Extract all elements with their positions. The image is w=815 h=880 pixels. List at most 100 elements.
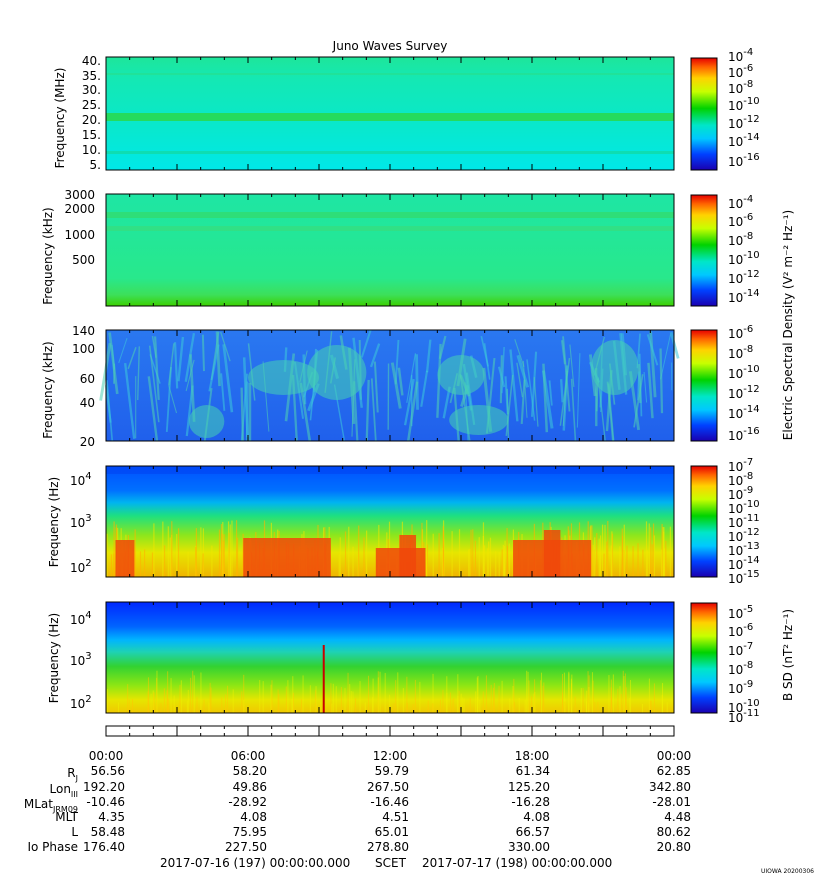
time-axis: 00:00 06:00 12:00 18:00 00:00 bbox=[89, 725, 691, 763]
emission-patch bbox=[591, 340, 639, 395]
svg-text:104: 104 bbox=[70, 610, 92, 627]
spectral-feature bbox=[299, 382, 312, 442]
colorbar-ticks-2: 10-4 10-6 10-8 10-10 10-12 10-14 bbox=[728, 194, 760, 305]
yticks-2: 3000 2000 1000 500 bbox=[64, 188, 95, 267]
intense-emission bbox=[115, 540, 135, 577]
spectral-feature bbox=[406, 381, 419, 442]
emission-patch bbox=[248, 360, 319, 395]
svg-text:103: 103 bbox=[70, 651, 92, 668]
footer: 2017-07-16 (197) 00:00:00.000 SCET 2017-… bbox=[160, 856, 612, 870]
spectral-feature bbox=[505, 374, 514, 436]
svg-text:10-4: 10-4 bbox=[728, 47, 753, 64]
xticks-5 bbox=[105, 602, 675, 713]
cell: 75.95 bbox=[233, 825, 267, 839]
spectral-feature bbox=[533, 377, 539, 427]
spectral-feature bbox=[185, 359, 195, 392]
spectral-feature bbox=[369, 343, 381, 368]
tick-label: 500 bbox=[72, 253, 95, 267]
cell: 49.86 bbox=[233, 780, 267, 794]
band-1250khz bbox=[106, 226, 674, 231]
yticks-5: 104 103 102 bbox=[70, 610, 92, 711]
cell: 4.08 bbox=[523, 810, 550, 824]
svg-text:10-15: 10-15 bbox=[728, 569, 760, 586]
tick-label: 5. bbox=[90, 158, 101, 172]
spectral-feature bbox=[497, 366, 506, 388]
cell: 267.50 bbox=[367, 780, 409, 794]
cell: 330.00 bbox=[508, 840, 550, 854]
cell: 278.80 bbox=[367, 840, 409, 854]
spectral-feature bbox=[647, 362, 654, 419]
intense-emission bbox=[243, 538, 331, 577]
row-label: RJ bbox=[67, 766, 78, 783]
cell: -28.92 bbox=[228, 795, 267, 809]
colorbar-2 bbox=[690, 194, 718, 307]
spectral-feature bbox=[360, 329, 372, 358]
svg-text:104: 104 bbox=[70, 471, 92, 488]
spectral-feature bbox=[123, 362, 136, 439]
cell: 4.35 bbox=[98, 810, 125, 824]
spectral-feature bbox=[106, 380, 114, 442]
emission-patch bbox=[449, 405, 509, 435]
spectral-feature bbox=[548, 380, 553, 406]
tick-label: 20 bbox=[80, 435, 95, 449]
cell: -16.46 bbox=[370, 795, 409, 809]
tick-label: 100 bbox=[72, 342, 95, 356]
colorbar-ticks-3: 10-6 10-8 10-10 10-12 10-14 10-16 bbox=[728, 324, 760, 443]
spectral-feature bbox=[137, 346, 140, 401]
cell: 61.34 bbox=[516, 764, 550, 778]
spectral-feature bbox=[576, 353, 581, 428]
spectral-feature bbox=[659, 348, 664, 414]
spectral-feature bbox=[240, 387, 245, 442]
y-axis-label: Frequency (Hz) bbox=[47, 613, 61, 704]
svg-text:10-10: 10-10 bbox=[728, 96, 760, 113]
tick-label: 40 bbox=[80, 396, 95, 410]
row-label: Io Phase bbox=[27, 840, 78, 854]
spectral-feature bbox=[215, 331, 221, 387]
svg-text:10-12: 10-12 bbox=[728, 114, 760, 131]
cell: 4.48 bbox=[664, 810, 691, 824]
spectral-feature bbox=[569, 344, 575, 388]
spectral-feature bbox=[220, 331, 231, 362]
panel-3: 140 100 60 40 20 Frequency (kHz) 10-6 10… bbox=[41, 210, 795, 449]
tick-label: 140 bbox=[72, 324, 95, 338]
tick-label: 3000 bbox=[64, 188, 95, 202]
svg-text:10-8: 10-8 bbox=[728, 231, 753, 248]
end-time: 2017-07-17 (198) 00:00:00.000 bbox=[422, 856, 612, 870]
band-1700khz bbox=[106, 212, 674, 218]
spectral-feature bbox=[390, 362, 402, 409]
svg-text:10-6: 10-6 bbox=[728, 622, 753, 639]
svg-text:103: 103 bbox=[70, 513, 92, 530]
tick-label: 30. bbox=[82, 83, 101, 97]
spectral-feature bbox=[637, 371, 640, 401]
cell: 65.01 bbox=[375, 825, 409, 839]
row-label: L bbox=[71, 825, 78, 839]
start-time: 2017-07-16 (197) 00:00:00.000 bbox=[160, 856, 350, 870]
tick-label: 35. bbox=[82, 69, 101, 83]
band-9mhz bbox=[106, 151, 674, 154]
spectral-feature bbox=[559, 357, 571, 426]
spectral-feature bbox=[570, 378, 577, 442]
svg-text:10-6: 10-6 bbox=[728, 63, 753, 80]
time-label: 00:00 bbox=[89, 749, 124, 763]
row-label: MLT bbox=[55, 810, 78, 824]
cell: 4.08 bbox=[240, 810, 267, 824]
spectral-feature bbox=[397, 367, 404, 396]
spectral-feature bbox=[542, 363, 549, 433]
y-axis-label: Frequency (Hz) bbox=[47, 477, 61, 568]
svg-text:10-14: 10-14 bbox=[728, 132, 760, 149]
row-label: MLatJRM09 bbox=[24, 797, 78, 814]
spectral-feature bbox=[562, 336, 571, 412]
spectral-feature bbox=[108, 332, 119, 395]
intense-emission bbox=[543, 530, 561, 577]
colorbar-4 bbox=[690, 465, 718, 578]
ephemeris-table: RJ 56.56 58.20 59.79 61.34 62.85 LonIII … bbox=[24, 764, 691, 854]
y-axis-label: Frequency (kHz) bbox=[41, 341, 55, 438]
time-label: 18:00 bbox=[515, 749, 550, 763]
electric-colorbar-label: Electric Spectral Density (V² m⁻² Hz⁻¹) bbox=[781, 210, 795, 440]
spectral-feature bbox=[561, 340, 566, 365]
cell: 56.56 bbox=[91, 764, 125, 778]
cell: 4.51 bbox=[382, 810, 409, 824]
spectral-feature bbox=[660, 334, 671, 380]
colorbar-5 bbox=[690, 602, 718, 714]
